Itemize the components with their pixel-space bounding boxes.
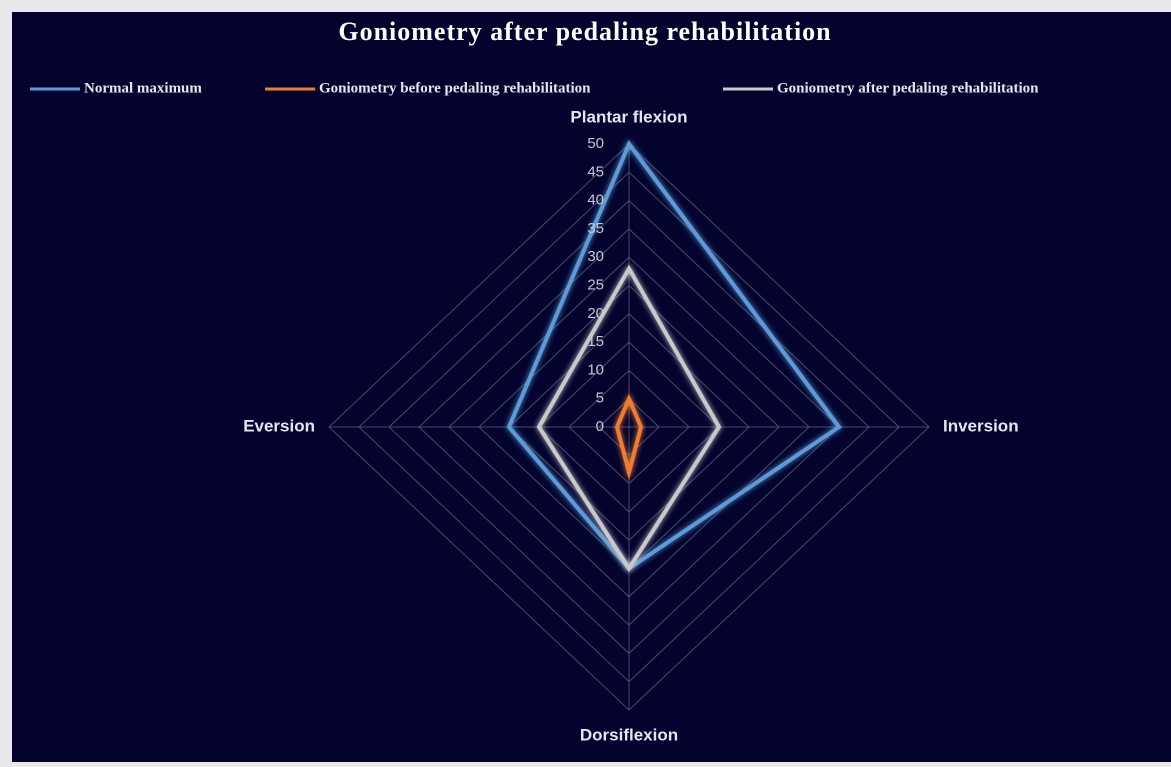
series-polygon [536,264,722,573]
tick-label: 10 [587,361,604,378]
series-polygon [614,393,644,481]
category-label: Inversion [943,416,1019,435]
tick-label: 15 [587,333,604,350]
tick-label: 5 [596,390,604,407]
tick-label: 20 [587,305,604,322]
tick-label: 45 [587,163,604,180]
chart-title: Goniometry after pedaling rehabilitation [338,17,831,46]
tick-label: 50 [587,135,604,152]
category-label: Dorsiflexion [580,725,678,744]
category-label: Eversion [243,416,315,435]
tick-label: 25 [587,276,604,293]
tick-label: 0 [596,418,604,435]
legend-label: Goniometry before pedaling rehabilitatio… [319,80,591,96]
tick-label: 40 [587,192,604,209]
category-label: Plantar flexion [570,107,687,126]
tick-label: 30 [587,248,604,265]
legend-label: Goniometry after pedaling rehabilitation [777,80,1039,96]
tick-label: 35 [587,220,604,237]
plot-background [12,12,1171,762]
legend-label: Normal maximum [84,80,202,96]
